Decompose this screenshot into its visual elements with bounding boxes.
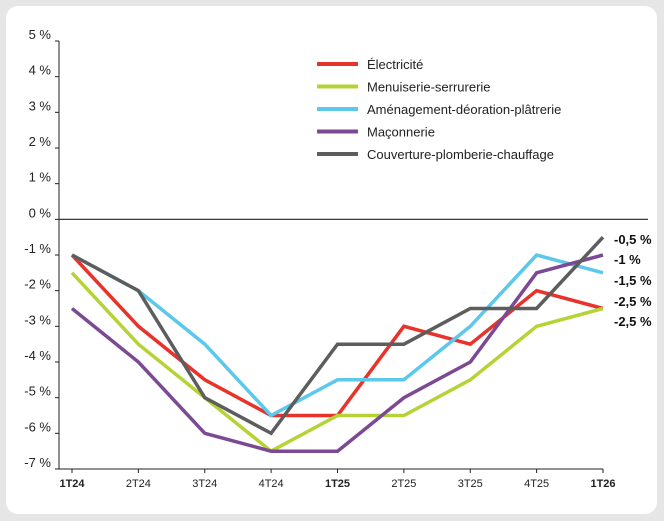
y-tick-label: -7 % (24, 455, 51, 470)
y-tick-label: -4 % (24, 348, 51, 363)
legend-label-1: Menuiserie-serrurerie (367, 80, 491, 95)
legend: Électricité Menuiserie-serrurerie Aménagem… (317, 57, 561, 162)
end-label: -0,5 % (614, 232, 652, 247)
y-tick-label: 0 % (29, 205, 52, 220)
y-tick-label: 3 % (29, 98, 52, 113)
chart-panel: Électricité Menuiserie-serrurerie Aménagem… (6, 6, 657, 514)
x-tick-label: 2T25 (391, 478, 416, 490)
y-tick-label: 4 % (29, 63, 52, 78)
y-tick-label: -2 % (24, 277, 51, 292)
y-axis: 5 % 4 % 3 % 2 % 1 % 0 % -1 % -2 % -3 % -4 % -5 % -6… (24, 27, 648, 470)
y-tick-label: 1 % (29, 170, 52, 185)
x-tick-label: 3T24 (192, 478, 217, 490)
x-tick-label: 1T26 (590, 478, 615, 490)
y-tick-label: -3 % (24, 312, 51, 327)
x-tick-label: 1T25 (325, 478, 350, 490)
series-group (70, 236, 605, 454)
y-tick-label: 5 % (29, 27, 52, 42)
y-tick-label: -1 % (24, 241, 51, 256)
y-tick-label: -5 % (24, 384, 51, 399)
line-chart: Électricité Menuiserie-serrurerie Aménagem… (24, 27, 652, 490)
legend-label-0: Électricité (367, 57, 423, 72)
end-label: -2,5 % (614, 294, 652, 309)
x-tick-label: 2T24 (126, 478, 151, 490)
x-tick-label: 1T24 (59, 478, 85, 490)
series-line-4 (71, 236, 605, 436)
y-tick-label: 2 % (29, 134, 52, 149)
x-axis: 1T24 2T24 3T24 4T24 1T25 2T25 3T25 4T25 1T26 (59, 468, 616, 490)
legend-label-3: Maçonnerie (367, 125, 435, 140)
legend-label-2: Aménagement-déoration-plâtrerie (367, 102, 561, 117)
x-tick-label: 4T24 (259, 478, 284, 490)
series-line-2 (71, 253, 604, 418)
end-label: -1 % (614, 252, 641, 267)
end-label: -2,5 % (614, 314, 652, 329)
x-tick-label: 4T25 (524, 478, 549, 490)
x-tick-label: 3T25 (458, 478, 483, 490)
end-label: -1,5 % (614, 273, 652, 288)
series-line-1 (70, 271, 604, 454)
series-line-3 (70, 253, 604, 453)
legend-label-4: Couverture-plomberie-chauffage (367, 147, 554, 162)
y-tick-label: -6 % (24, 419, 51, 434)
end-labels: -0,5 % -1 % -1,5 % -2,5 % -2,5 % (614, 232, 652, 329)
